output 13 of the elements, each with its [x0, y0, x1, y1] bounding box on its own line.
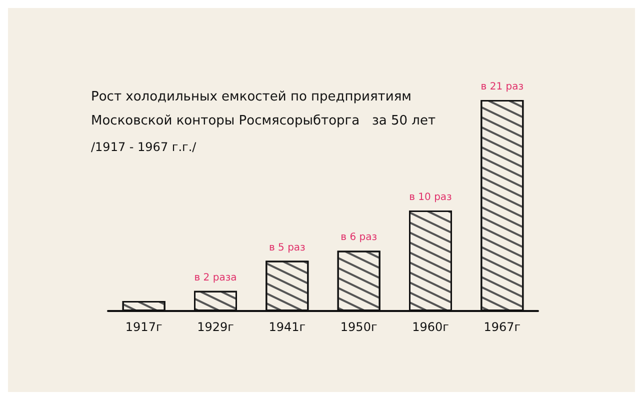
x-tick-label: 1950г — [340, 320, 378, 334]
x-tick-label: 1917г — [125, 320, 162, 334]
data-label: в 21 раз — [480, 82, 524, 92]
data-label: в 2 раза — [194, 272, 237, 284]
data-label: в 10 раз — [409, 192, 452, 204]
x-tick-label: 1967г — [484, 320, 521, 334]
x-tick-label: 1929г — [197, 320, 234, 334]
chart-title: Рост холодильных емкостей по предприятиям Московской конторы Росмясорыбторга за 50 лет — [91, 90, 436, 128]
x-tick-label: 1941г — [268, 320, 306, 334]
text: /1917 - 1967 г.г./ — [91, 140, 198, 154]
x-tick-label: 1960г — [412, 320, 449, 334]
data-label: в 6 раз — [340, 232, 378, 244]
data-label: в 5 раз — [268, 242, 306, 254]
